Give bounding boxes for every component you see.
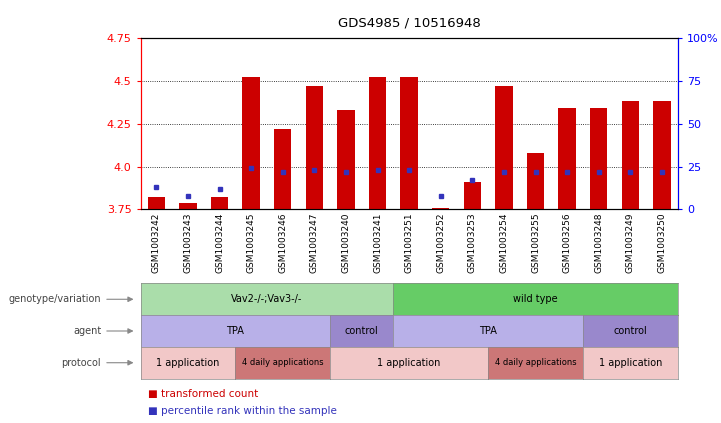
Bar bbox=[400, 77, 418, 209]
Text: 1 application: 1 application bbox=[598, 358, 662, 368]
Bar bbox=[559, 108, 576, 209]
Text: ■ percentile rank within the sample: ■ percentile rank within the sample bbox=[148, 406, 337, 416]
Bar bbox=[274, 129, 291, 209]
Bar bbox=[653, 102, 671, 209]
Bar bbox=[180, 203, 197, 209]
Text: control: control bbox=[345, 326, 379, 336]
Text: agent: agent bbox=[73, 326, 101, 336]
Text: ■ transformed count: ■ transformed count bbox=[148, 389, 258, 399]
Bar bbox=[306, 86, 323, 209]
Text: wild type: wild type bbox=[513, 294, 558, 304]
Bar bbox=[211, 198, 229, 209]
Bar bbox=[148, 198, 165, 209]
Text: genotype/variation: genotype/variation bbox=[9, 294, 101, 304]
Bar bbox=[590, 108, 607, 209]
Text: 4 daily applications: 4 daily applications bbox=[495, 358, 576, 367]
Bar bbox=[527, 153, 544, 209]
Text: 4 daily applications: 4 daily applications bbox=[242, 358, 324, 367]
Bar bbox=[337, 110, 355, 209]
Text: TPA: TPA bbox=[226, 326, 244, 336]
Bar bbox=[432, 208, 449, 209]
Bar bbox=[242, 77, 260, 209]
Bar bbox=[622, 102, 639, 209]
Text: TPA: TPA bbox=[479, 326, 497, 336]
Bar bbox=[369, 77, 386, 209]
Text: 1 application: 1 application bbox=[378, 358, 441, 368]
Text: control: control bbox=[614, 326, 647, 336]
Bar bbox=[464, 182, 481, 209]
Bar bbox=[495, 86, 513, 209]
Text: Vav2-/-;Vav3-/-: Vav2-/-;Vav3-/- bbox=[231, 294, 303, 304]
Text: protocol: protocol bbox=[61, 358, 101, 368]
Text: GDS4985 / 10516948: GDS4985 / 10516948 bbox=[338, 17, 480, 30]
Text: 1 application: 1 application bbox=[156, 358, 220, 368]
